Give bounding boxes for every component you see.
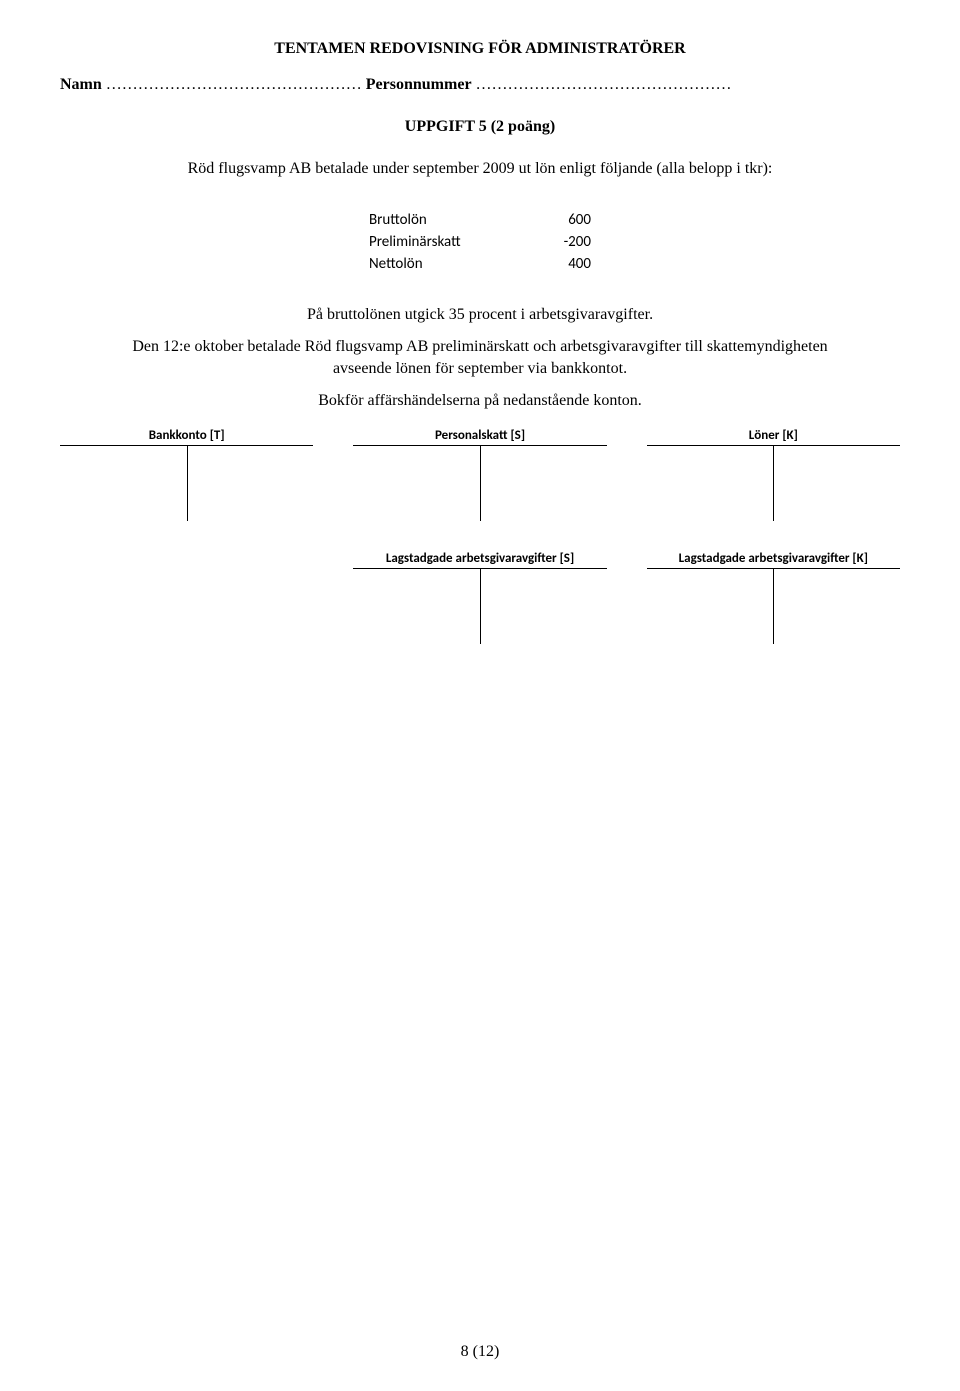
taccount-body	[647, 569, 900, 644]
page-number: 8 (12)	[0, 1343, 960, 1361]
taccount-header: Löner [K]	[647, 428, 900, 446]
taccount-body	[353, 569, 606, 644]
salary-table: Bruttolön 600 Preliminärskatt -200 Netto…	[367, 208, 593, 276]
taccount-header: Bankkonto [T]	[60, 428, 313, 446]
table-row: Preliminärskatt -200	[369, 232, 591, 252]
nettolon-value: 400	[531, 254, 591, 274]
taccount-arbgiv-s: Lagstadgade arbetsgivaravgifter [S]	[353, 551, 606, 644]
bruttolon-value: 600	[531, 210, 591, 230]
taccount-header: Personalskatt [S]	[353, 428, 606, 446]
taccount-arbgiv-k: Lagstadgade arbetsgivaravgifter [K]	[647, 551, 900, 644]
body-line-1: På bruttolönen utgick 35 procent i arbet…	[60, 306, 900, 324]
document-title: TENTAMEN REDOVISNING FÖR ADMINISTRATÖRER	[60, 40, 900, 58]
taccount-body	[647, 446, 900, 521]
taccount-bankkonto: Bankkonto [T]	[60, 428, 313, 521]
prelskatt-value: -200	[531, 232, 591, 252]
taccount-body	[60, 446, 313, 521]
body-line-2a: Den 12:e oktober betalade Röd flugsvamp …	[60, 338, 900, 356]
table-row: Nettolön 400	[369, 254, 591, 274]
name-label: Namn	[60, 76, 102, 93]
taccount-header: Lagstadgade arbetsgivaravgifter [K]	[647, 551, 900, 569]
name-dots: …………………………………………	[106, 76, 362, 93]
taccount-body	[353, 446, 606, 521]
taccount-personalskatt: Personalskatt [S]	[353, 428, 606, 521]
personnummer-label: Personnummer	[366, 76, 472, 93]
body-line-2b: avseende lönen för september via bankkon…	[60, 360, 900, 378]
personnummer-dots: …………………………………………	[476, 76, 732, 93]
taccounts-row-1: Bankkonto [T] Personalskatt [S] Löner [K…	[60, 428, 900, 521]
prelskatt-label: Preliminärskatt	[369, 232, 529, 252]
body-line-3: Bokför affärshändelserna på nedanstående…	[60, 392, 900, 410]
name-line: Namn ………………………………………… Personnummer ………………	[60, 76, 900, 94]
bruttolon-label: Bruttolön	[369, 210, 529, 230]
taccount-loner: Löner [K]	[647, 428, 900, 521]
intro-text: Röd flugsvamp AB betalade under septembe…	[60, 160, 900, 178]
spacer	[60, 551, 313, 644]
task-title: UPPGIFT 5 (2 poäng)	[60, 118, 900, 136]
table-row: Bruttolön 600	[369, 210, 591, 230]
taccount-header: Lagstadgade arbetsgivaravgifter [S]	[353, 551, 606, 569]
nettolon-label: Nettolön	[369, 254, 529, 274]
taccounts-row-2: Lagstadgade arbetsgivaravgifter [S] Lags…	[60, 551, 900, 644]
